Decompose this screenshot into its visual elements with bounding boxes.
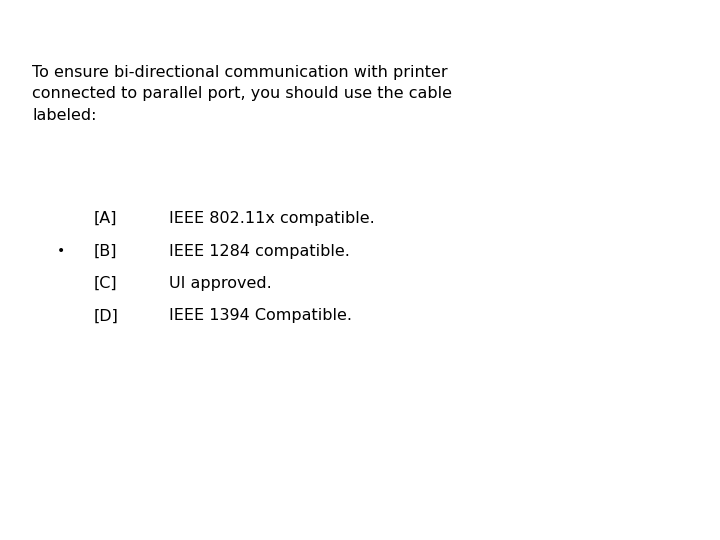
Text: [B]: [B] [94, 244, 117, 259]
Text: UI approved.: UI approved. [169, 276, 272, 291]
Text: [C]: [C] [94, 276, 117, 291]
Text: IEEE 802.11x compatible.: IEEE 802.11x compatible. [169, 211, 375, 226]
Text: •: • [57, 244, 66, 258]
Text: IEEE 1394 Compatible.: IEEE 1394 Compatible. [169, 308, 352, 323]
Text: IEEE 1284 compatible.: IEEE 1284 compatible. [169, 244, 350, 259]
Text: To ensure bi-directional communication with printer
connected to parallel port, : To ensure bi-directional communication w… [32, 65, 452, 123]
Text: [A]: [A] [94, 211, 117, 226]
Text: [D]: [D] [94, 308, 119, 323]
